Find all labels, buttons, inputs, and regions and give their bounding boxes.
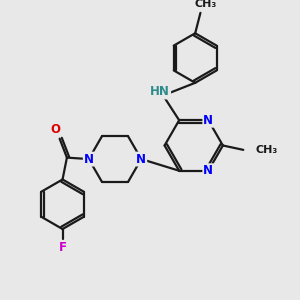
Text: O: O xyxy=(50,123,60,136)
Text: F: F xyxy=(58,242,67,254)
Text: CH₃: CH₃ xyxy=(194,0,217,9)
Text: N: N xyxy=(203,114,213,127)
Text: HN: HN xyxy=(150,85,170,98)
Text: N: N xyxy=(203,164,213,177)
Text: N: N xyxy=(136,153,146,166)
Text: CH₃: CH₃ xyxy=(256,145,278,155)
Text: N: N xyxy=(84,153,94,166)
